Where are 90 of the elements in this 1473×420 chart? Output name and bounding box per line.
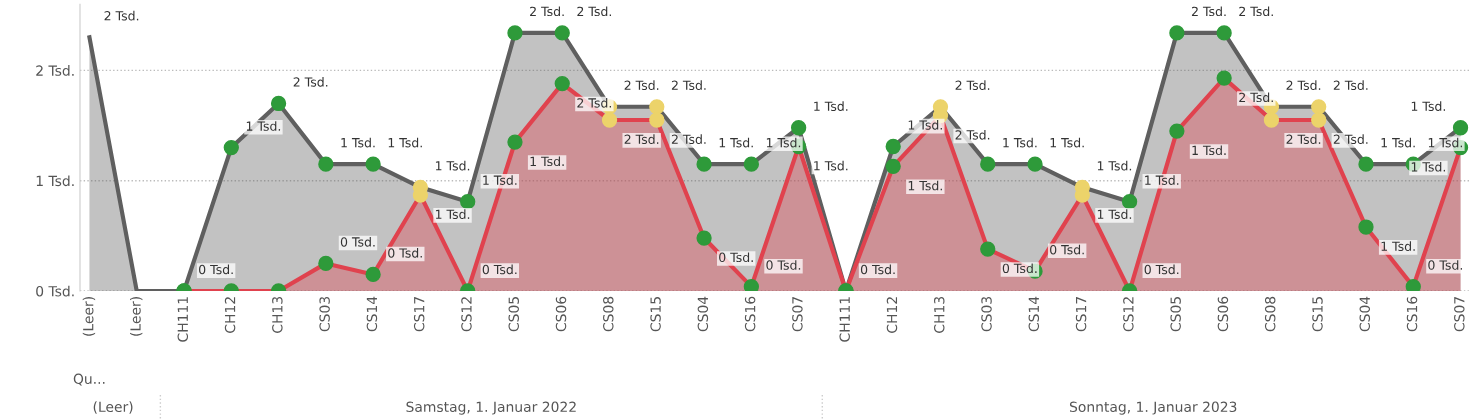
data-label: 2 Tsd. xyxy=(104,10,139,21)
data-label: 1 Tsd. xyxy=(1381,137,1415,148)
x-tick-label: CS16 xyxy=(744,296,756,332)
data-label: 2 Tsd. xyxy=(955,80,990,91)
x-tick-label: CS15 xyxy=(650,297,661,332)
data-label: 2 Tsd. xyxy=(1286,80,1321,91)
x-tick-label: CH111 xyxy=(839,297,850,342)
x-tick-label: CH12 xyxy=(886,297,898,333)
x-tick-label: CS17 xyxy=(413,297,425,332)
data-label: 0 Tsd. xyxy=(1002,263,1037,274)
x-tick-label: CH12 xyxy=(224,297,236,333)
data-label: 1 Tsd. xyxy=(341,137,375,148)
x-tick-label: CS05 xyxy=(508,297,519,332)
data-label: 1 Tsd. xyxy=(814,101,848,111)
data-label: 1 Tsd. xyxy=(388,137,422,148)
x-tick-label: CS16 xyxy=(1406,296,1418,332)
data-label: 0 Tsd. xyxy=(340,236,375,247)
data-label: 1 Tsd. xyxy=(530,156,564,167)
data-label: 1 Tsd. xyxy=(1428,137,1463,148)
text: (Leer) xyxy=(93,401,133,414)
data-label: 1 Tsd. xyxy=(246,121,281,131)
x-tick-label: CS07 xyxy=(1454,297,1465,332)
data-label: 1 Tsd. xyxy=(1145,175,1179,185)
data-label: 2 Tsd. xyxy=(624,134,659,145)
data-label: 2 Tsd. xyxy=(293,77,328,87)
data-label: 0 Tsd. xyxy=(1428,260,1463,270)
text: Qu... xyxy=(73,373,105,386)
data-label: 1 Tsd. xyxy=(1097,209,1132,220)
text: Samstag, 1. Januar 2022 xyxy=(406,401,576,415)
data-label: 2 Tsd. xyxy=(671,134,706,145)
data-label: 2 Tsd. xyxy=(955,129,990,140)
y-tick-label: 2 Tsd. xyxy=(36,65,74,76)
data-label: 2 Tsd. xyxy=(1333,80,1368,91)
x-tick-label: CS03 xyxy=(319,296,330,332)
x-tick-label: CH13 xyxy=(934,296,945,333)
x-tick-label: (Leer) xyxy=(82,297,96,336)
data-label: 2 Tsd. xyxy=(1239,92,1273,103)
data-label: 1 Tsd. xyxy=(1411,101,1446,111)
data-label: 0 Tsd. xyxy=(1050,244,1084,255)
data-label: 1 Tsd. xyxy=(719,137,753,148)
data-label: 0 Tsd. xyxy=(482,264,517,275)
data-label: 2 Tsd. xyxy=(671,80,706,91)
data-label: 0 Tsd. xyxy=(766,260,801,270)
data-label: 1 Tsd. xyxy=(1050,137,1084,148)
x-tick-label: (Leer) xyxy=(130,297,143,336)
x-tick-label: CS06 xyxy=(555,296,567,332)
data-label: 0 Tsd. xyxy=(199,264,233,275)
data-label: 1 Tsd. xyxy=(908,180,942,191)
data-label: 0 Tsd. xyxy=(719,252,753,263)
data-label: 2 Tsd. xyxy=(577,6,611,17)
data-label: 1 Tsd. xyxy=(1381,241,1415,252)
data-label: 0 Tsd. xyxy=(860,264,895,275)
x-tick-label: CS14 xyxy=(366,296,378,332)
x-tick-label: CS14 xyxy=(1028,296,1040,332)
x-tick-label: CS15 xyxy=(1312,297,1323,332)
y-tick-label: 0 Tsd. xyxy=(36,285,74,297)
x-tick-label: CS03 xyxy=(981,296,992,332)
x-tick-label: CS12 xyxy=(1123,297,1134,332)
text: Sonntag, 1. Januar 2023 xyxy=(1069,401,1237,415)
data-label: 1 Tsd. xyxy=(435,160,470,171)
data-label: 1 Tsd. xyxy=(435,209,470,220)
x-tick-label: CS06 xyxy=(1217,296,1229,332)
data-label: 2 Tsd. xyxy=(1286,134,1321,145)
x-tick-label: CS05 xyxy=(1170,297,1181,332)
x-tick-label: CS08 xyxy=(1264,296,1276,332)
x-tick-label: CS08 xyxy=(603,296,614,332)
data-label: 1 Tsd. xyxy=(1003,137,1037,148)
data-label: 1 Tsd. xyxy=(1411,161,1446,172)
data-label: 2 Tsd. xyxy=(1333,134,1368,145)
data-label: 2 Tsd. xyxy=(1191,6,1226,17)
data-label: 2 Tsd. xyxy=(1239,6,1273,17)
x-tick-label: CS12 xyxy=(461,297,472,332)
x-tick-label: CS17 xyxy=(1075,297,1087,332)
data-label: 2 Tsd. xyxy=(624,80,659,91)
x-tick-label: CS04 xyxy=(697,296,709,332)
data-label: 1 Tsd. xyxy=(1192,145,1226,156)
data-label: 0 Tsd. xyxy=(388,248,422,258)
data-label: 1 Tsd. xyxy=(814,160,848,171)
x-tick-label: CS07 xyxy=(792,297,803,332)
data-label: 1 Tsd. xyxy=(1097,160,1132,171)
data-label: 0 Tsd. xyxy=(1144,264,1179,275)
data-label: 2 Tsd. xyxy=(530,6,564,17)
x-tick-label: CS04 xyxy=(1359,296,1371,332)
y-tick-label: 1 Tsd. xyxy=(36,175,74,187)
data-label: 1 Tsd. xyxy=(766,137,801,148)
x-tick-label: CH13 xyxy=(272,296,283,333)
data-label: 2 Tsd. xyxy=(577,97,611,108)
x-tick-label: CH111 xyxy=(177,297,189,342)
data-label: 1 Tsd. xyxy=(483,175,517,185)
data-label: 1 Tsd. xyxy=(908,120,942,130)
